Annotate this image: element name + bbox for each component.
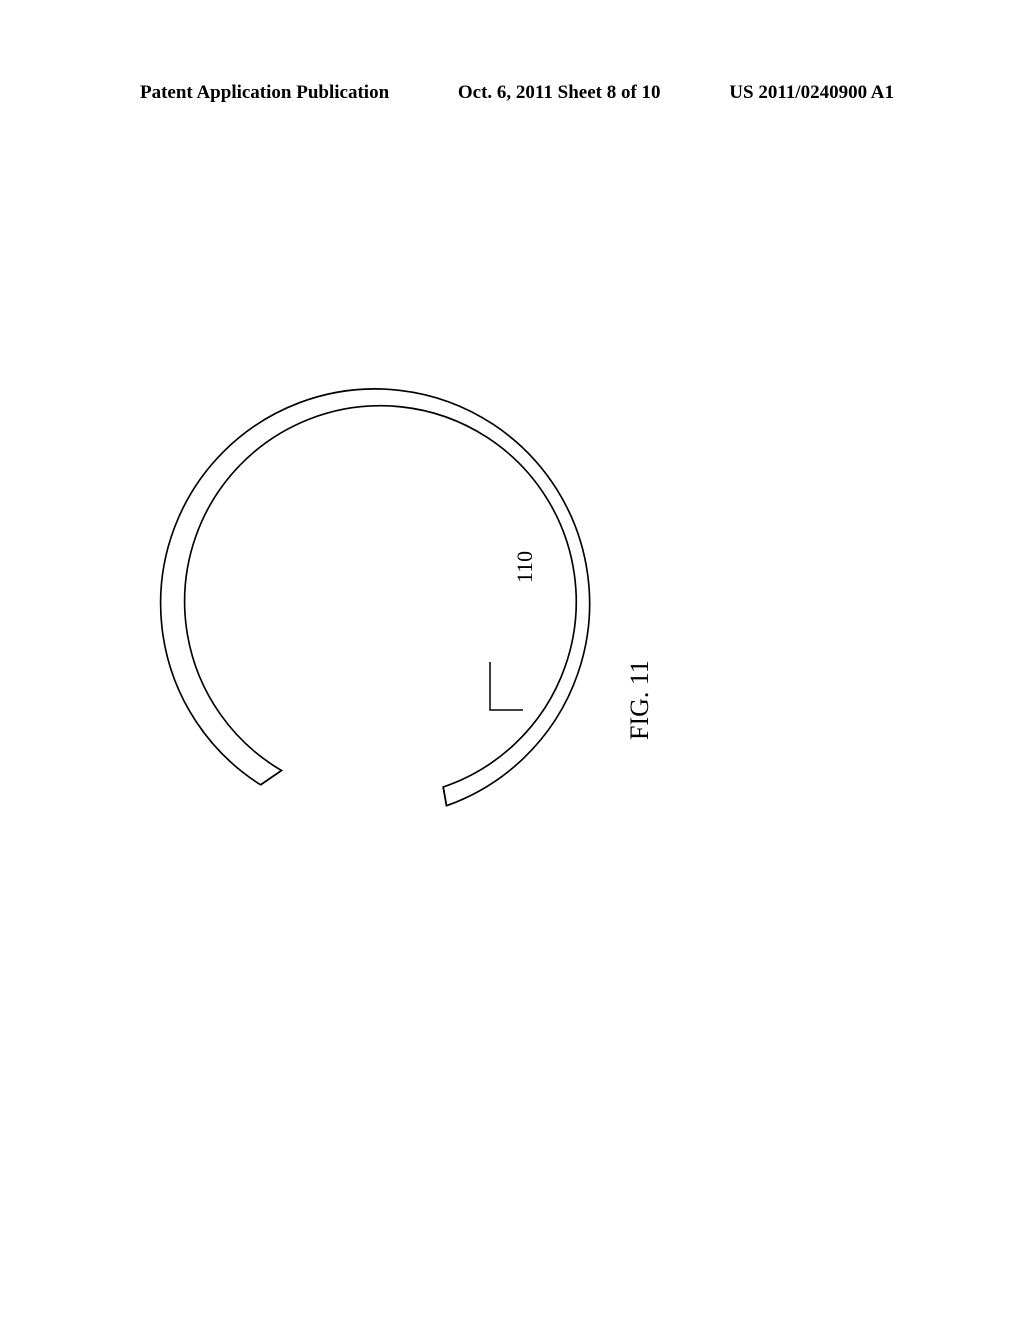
page-header: Patent Application Publication Oct. 6, 2… — [0, 82, 1024, 104]
ring-end-left — [261, 771, 282, 785]
date-sheet: Oct. 6, 2011 Sheet 8 of 10 — [458, 82, 661, 104]
publication-number: US 2011/0240900 A1 — [729, 82, 894, 104]
publication-type: Patent Application Publication — [140, 82, 389, 104]
reference-leader-line — [488, 660, 548, 720]
reference-number-label: 110 — [512, 551, 538, 583]
ring-outline — [161, 389, 590, 806]
figure-caption: FIG. 11 — [625, 660, 655, 740]
split-ring-svg — [155, 380, 595, 820]
ring-end-right — [443, 787, 446, 806]
figure-drawing — [155, 380, 595, 820]
